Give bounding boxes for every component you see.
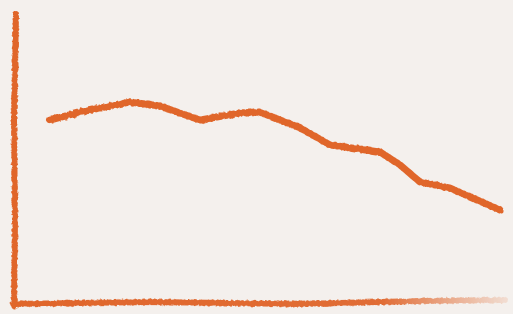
- page: (() => { const data = JSON.parse(documen…: [0, 0, 513, 314]
- chart: [0, 0, 513, 314]
- x-axis: [13, 300, 505, 304]
- y-axis: [14, 14, 16, 306]
- background: [0, 0, 513, 314]
